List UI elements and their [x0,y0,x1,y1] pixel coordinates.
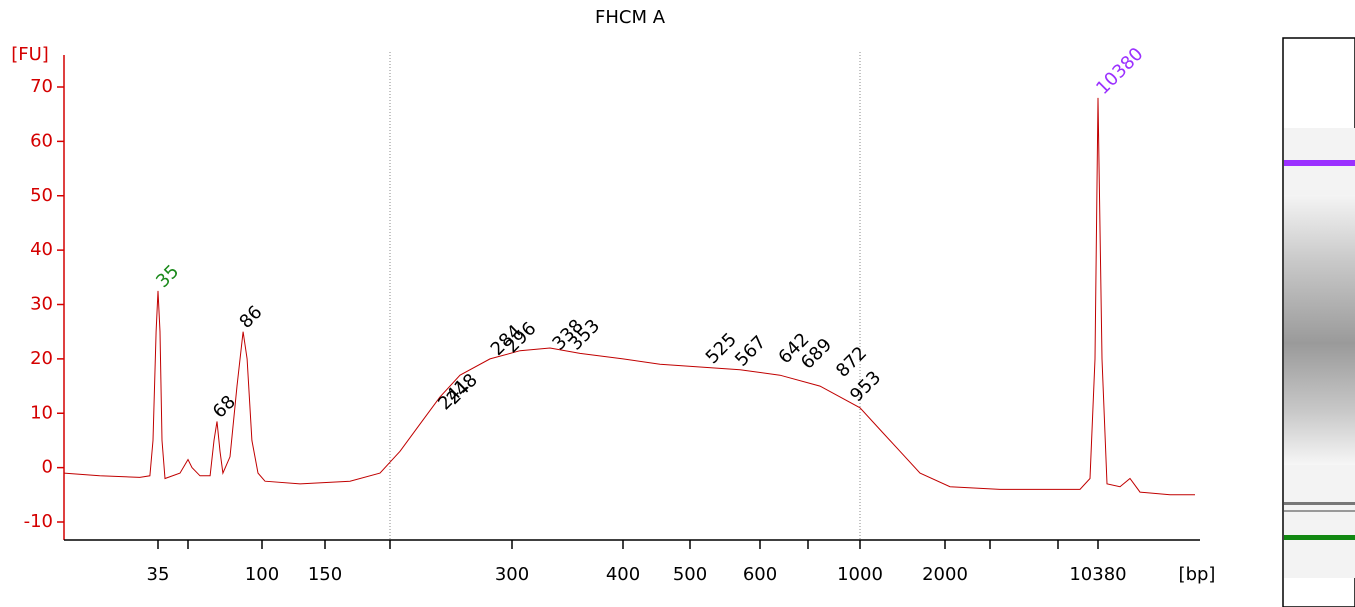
y-tick-label: 20 [30,348,53,369]
x-axis-label: [bp] [1179,564,1216,585]
gel-upper-marker [1284,160,1355,166]
gel-smear [1284,195,1355,465]
peak-label: 86 [236,302,267,333]
y-tick-label: 50 [30,185,53,206]
y-axis-label: [FU] [11,44,49,65]
x-tick-label: 400 [606,564,640,585]
peak-label: 525 [702,329,741,368]
x-tick-label: 100 [245,564,279,585]
x-tick-label: 600 [743,564,777,585]
y-tick-label: 70 [30,76,53,97]
x-tick-label: 2000 [922,564,968,585]
y-tick-label: 0 [42,457,53,478]
chart-title: FHCM A [595,7,666,28]
x-tick-label: 300 [495,564,529,585]
peak-label: 68 [209,391,240,422]
peak-label: 35 [152,261,183,292]
trace [63,97,1195,496]
gel-lower-marker [1284,535,1355,540]
gel-band [1284,502,1355,505]
gel-band [1284,510,1355,512]
x-tick-label: 1000 [837,564,883,585]
gel-lane [1282,37,1355,607]
x-tick-label: 10380 [1069,564,1126,585]
y-tick-label: 10 [30,402,53,423]
x-tick-label: 35 [147,564,170,585]
y-tick-label: 60 [30,130,53,151]
peak-label: 10380 [1092,44,1147,99]
x-tick-label: 150 [308,564,342,585]
y-tick-label: 40 [30,239,53,260]
y-tick-label: 30 [30,294,53,315]
x-tick-label: 500 [673,564,707,585]
peak-label: 567 [731,332,770,371]
y-tick-label: -10 [24,511,53,532]
